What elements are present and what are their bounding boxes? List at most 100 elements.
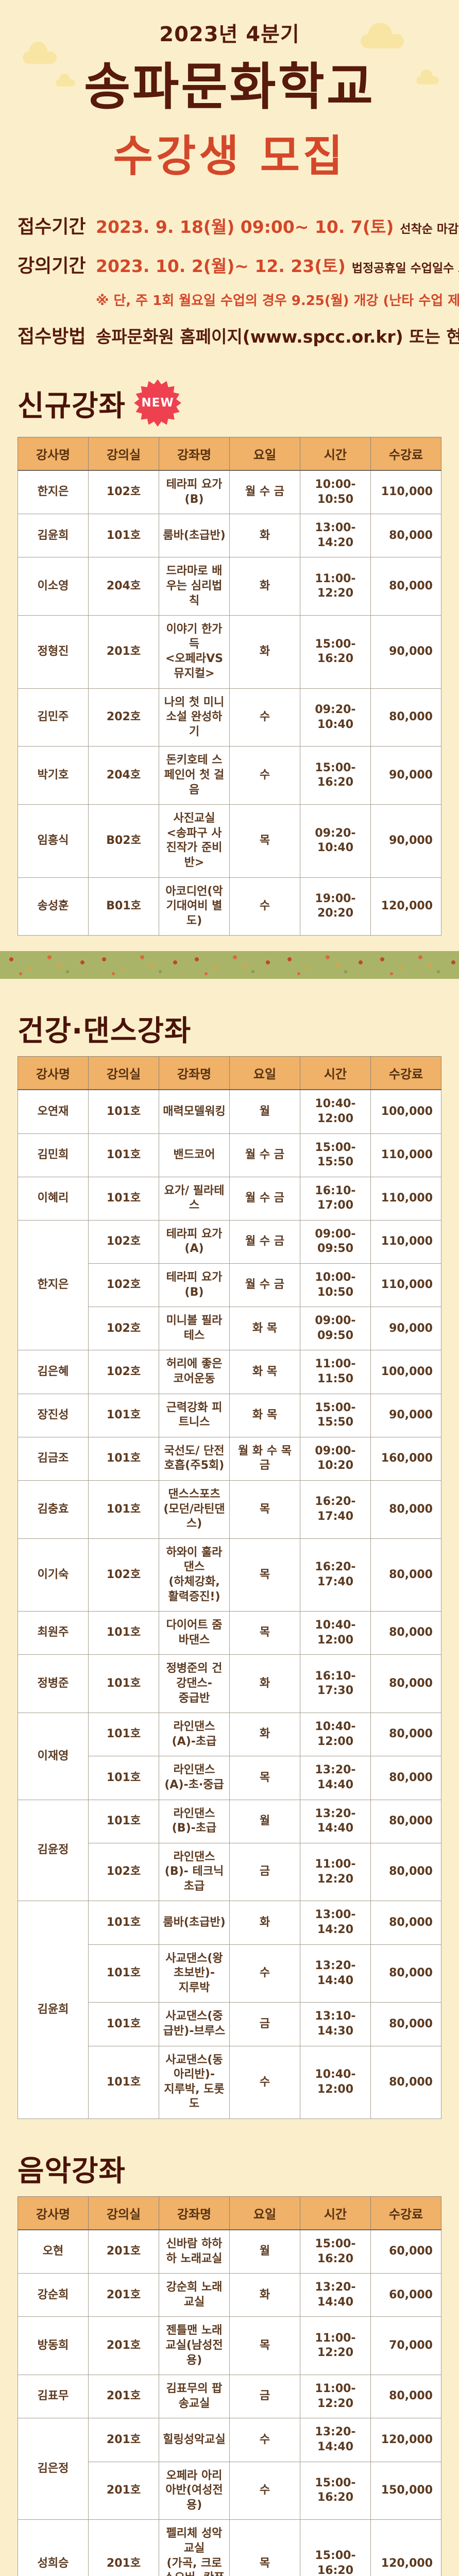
day-cell: 수 — [229, 1944, 300, 2003]
room-cell: 101호 — [88, 1480, 159, 1539]
instructor-cell: 정형진 — [18, 615, 89, 689]
column-header: 시간 — [300, 2196, 371, 2231]
fee-cell: 90,000 — [370, 746, 441, 805]
column-header: 시간 — [300, 1056, 371, 1091]
instructor-cell: 장진성 — [18, 1393, 89, 1437]
section-head: 건강·댄스강좌 — [18, 1017, 441, 1046]
table-head: 강사명 강의실 강좌명 요일 시간 수강료 — [18, 1056, 441, 1091]
course-cell: 김표무의 팝송교실 — [159, 2375, 230, 2419]
column-header: 요일 — [229, 1056, 300, 1091]
time-cell: 19:00-20:20 — [300, 877, 371, 936]
course-cell: 허리에 좋은 코어운동 — [159, 1350, 230, 1394]
sections: 신규강좌 NEW 강사명 강의실 강좌명 요일 시간 수강료 한지은 102호 테라피 요가(B) 월… — [0, 379, 459, 2576]
course-cell: 국선도/ 단전호흡(주5회) — [159, 1436, 230, 1481]
table-row: 오연재 101호 매력모델워킹 월 10:40-12:00 100,000 — [18, 1089, 441, 1134]
room-cell: 101호 — [88, 1799, 159, 1843]
table-row: 김민주 202호 나의 첫 미니소설 완성하기 수 09:20-10:40 80,000 — [18, 688, 441, 747]
table-row: 한지은 102호 테라피 요가(A) 월 수 금 09:00-09:50 110,000 — [18, 1219, 441, 1351]
table-row: 이혜리 101호 요가/ 필라테스 월 수 금 16:10-17:00 110,000 — [18, 1176, 441, 1221]
column-header: 수강료 — [370, 1056, 441, 1091]
table-body: 오연재 101호 매력모델워킹 월 10:40-12:00 100,000 김민희 101호 밴… — [18, 1089, 441, 2120]
room-cell: 101호 — [88, 1944, 159, 2003]
day-cell: 월 — [229, 1799, 300, 1843]
day-cell: 목 — [229, 1756, 300, 1800]
method-value: 송파문화원 홈페이지(www.spcc.or.kr) 또는 현장접수 — [96, 327, 459, 347]
day-cell: 금 — [229, 2002, 300, 2046]
table-row: 정형진 201호 이야기 한가득 <오페라VS뮤지컬> 화 15:00-16:20 90,0… — [18, 615, 441, 689]
time-cell: 09:00-09:50 — [300, 1307, 371, 1351]
time-cell: 13:20-14:40 — [300, 2273, 371, 2317]
table-row: 방동희 201호 젠틀맨 노래교실(남성전용) 목 11:00-12:20 70,000 — [18, 2316, 441, 2376]
fee-cell: 110,000 — [370, 470, 441, 515]
fee-cell: 80,000 — [370, 2045, 441, 2120]
day-cell: 화 — [229, 557, 300, 616]
table-row: 강순희 201호 강순희 노래교실 화 13:20-14:40 60,000 — [18, 2273, 441, 2317]
room-cell: 101호 — [88, 1133, 159, 1177]
time-cell: 15:00-16:20 — [300, 2229, 371, 2274]
fee-cell: 80,000 — [370, 1480, 441, 1539]
time-cell: 10:40-12:00 — [300, 2045, 371, 2120]
course-cell: 라인댄스(B)- 테크닉초급 — [159, 1842, 230, 1902]
fee-cell: 90,000 — [370, 804, 441, 878]
table-body: 오현 201호 신바람 하하하 노래교실 월 15:00-16:20 60,000 강순희 2… — [18, 2229, 441, 2576]
fee-cell: 90,000 — [370, 1307, 441, 1351]
course-cell: 젠틀맨 노래교실(남성전용) — [159, 2316, 230, 2376]
column-header: 강사명 — [18, 437, 89, 471]
time-cell: 13:20-14:40 — [300, 1799, 371, 1843]
course-cell: 하와이 훌라댄스 (하체강화, 활력증진!) — [159, 1538, 230, 1612]
day-cell: 수 — [229, 2418, 300, 2462]
instructor-cell: 최원주 — [18, 1611, 89, 1655]
fee-cell: 80,000 — [370, 2002, 441, 2046]
time-cell: 10:40-12:00 — [300, 1089, 371, 1134]
table-row: 김금조 101호 국선도/ 단전호흡(주5회) 월 화 수 목 금 09:00-10:2… — [18, 1436, 441, 1481]
room-cell: 102호 — [88, 1538, 159, 1612]
course-cell: 밴드코어 — [159, 1133, 230, 1177]
room-cell: 102호 — [88, 1307, 159, 1351]
fee-cell: 110,000 — [370, 1133, 441, 1177]
section-title: 신규강좌 — [18, 389, 126, 423]
room-cell: 102호 — [88, 470, 159, 515]
day-cell: 월 수 금 — [229, 1219, 300, 1264]
course-table: 강사명 강의실 강좌명 요일 시간 수강료 한지은 102호 테라피 요가(B) 월 수 금 10:… — [18, 437, 441, 936]
instructor-cell: 정병준 — [18, 1654, 89, 1714]
instructor-cell: 한지은 — [18, 1219, 89, 1351]
instructor-cell: 김윤정 — [18, 1799, 89, 1902]
registration-period-row: 접수기간 2023. 9. 18(월) 09:00~ 10. 7(토) 선착순 … — [18, 212, 458, 239]
time-cell: 13:20-14:40 — [300, 2418, 371, 2462]
day-cell: 월 수 금 — [229, 470, 300, 515]
table-body: 한지은 102호 테라피 요가(B) 월 수 금 10:00-10:50 110,000 김… — [18, 470, 441, 936]
day-cell: 목 — [229, 1538, 300, 1612]
course-cell: 사교댄스(동아리반)- 지루박, 도롯도 — [159, 2045, 230, 2120]
column-header: 요일 — [229, 437, 300, 471]
time-cell: 16:10-17:30 — [300, 1654, 371, 1714]
instructor-cell: 이재영 — [18, 1713, 89, 1800]
time-cell: 16:20-17:40 — [300, 1480, 371, 1539]
course-cell: 사진교실 <송파구 사진작가 준비반> — [159, 804, 230, 878]
course-cell: 다이어트 줌바댄스 — [159, 1611, 230, 1655]
table-row: 201호 오페라 아리아반(여성전용) 수 15:00-16:20 150,000 — [18, 2461, 441, 2520]
header-row: 강사명 강의실 강좌명 요일 시간 수강료 — [18, 2196, 441, 2231]
table-row: 김은정 201호 힐링성악교실 수 13:20-14:40 120,000 — [18, 2418, 441, 2520]
instructor-cell: 이소영 — [18, 557, 89, 616]
fee-cell: 80,000 — [370, 557, 441, 616]
period-note: ※ 단, 주 1회 월요일 수업의 경우 9.25(월) 개강 (난타 수업 제… — [96, 293, 459, 309]
room-cell: 101호 — [88, 1611, 159, 1655]
room-cell: 101호 — [88, 1393, 159, 1437]
course-cell: 오페라 아리아반(여성전용) — [159, 2461, 230, 2520]
time-cell: 13:00-14:20 — [300, 1901, 371, 1945]
instructor-cell: 김은혜 — [18, 1350, 89, 1394]
table-row: 이소영 204호 드라마로 배우는 심리법칙 화 11:00-12:20 80,000 — [18, 557, 441, 616]
instructor-cell: 김민주 — [18, 688, 89, 747]
table-row: 김표무 201호 김표무의 팝송교실 금 11:00-12:20 80,000 — [18, 2375, 441, 2419]
fee-cell: 160,000 — [370, 1436, 441, 1481]
fee-cell: 150,000 — [370, 2461, 441, 2520]
room-cell: 201호 — [88, 2418, 159, 2462]
time-cell: 15:00-16:20 — [300, 746, 371, 805]
course-cell: 돈키호테 스페인어 첫 걸음 — [159, 746, 230, 805]
fee-cell: 120,000 — [370, 2418, 441, 2462]
course-cell: 아코디언(악기대여비 별도) — [159, 877, 230, 936]
column-header: 강좌명 — [159, 2196, 230, 2231]
instructor-cell: 박기호 — [18, 746, 89, 805]
day-cell: 목 — [229, 2519, 300, 2576]
